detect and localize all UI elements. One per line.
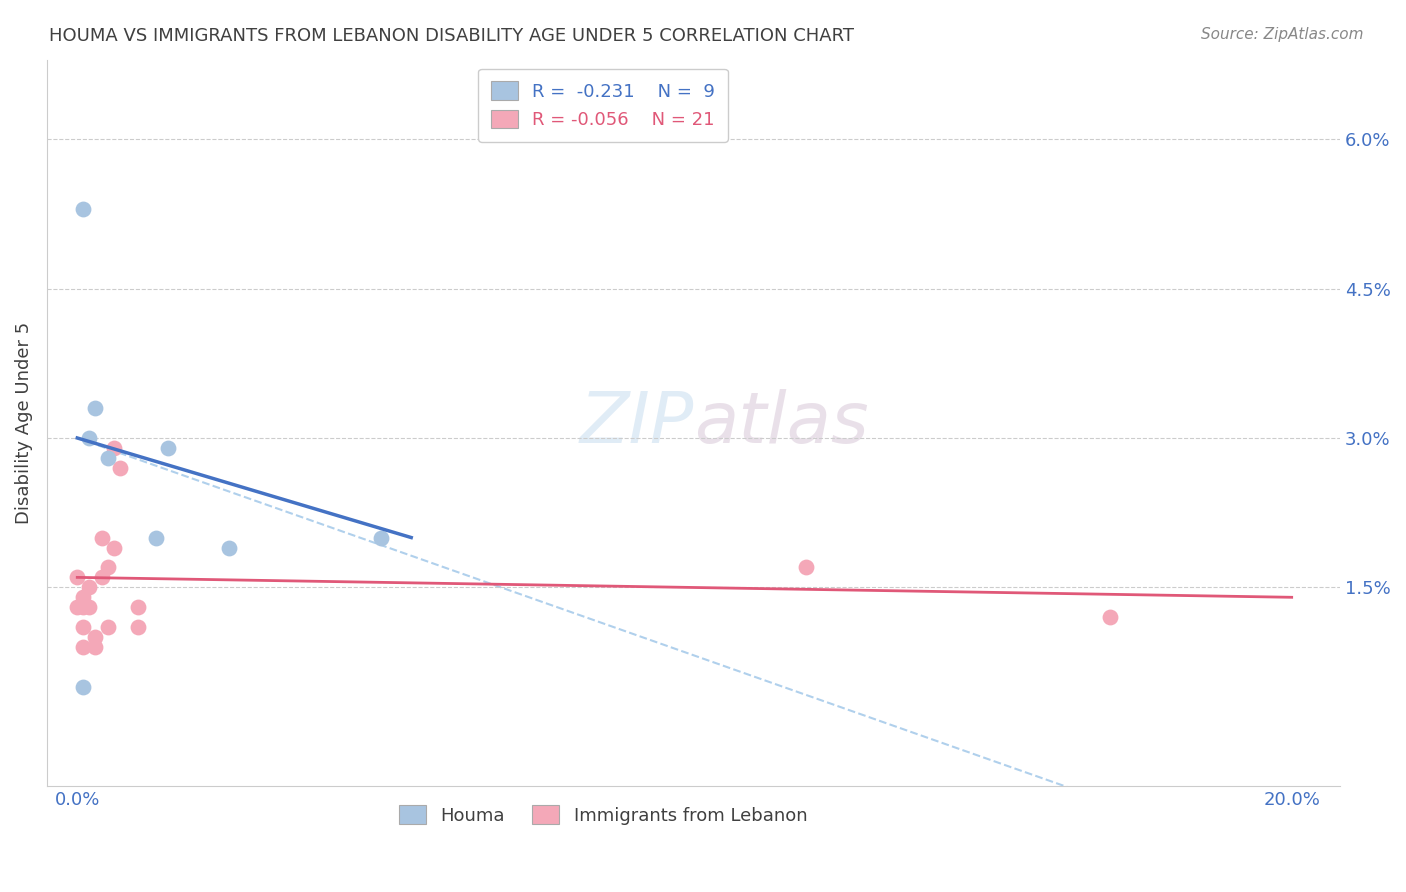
Point (370, 531, 392, 545)
Point (90, 570, 112, 584)
Point (97, 620, 120, 634)
Point (79, 431, 101, 445)
Point (97, 560, 120, 574)
Point (72, 680, 94, 694)
Point (72, 591, 94, 605)
Point (84, 401, 107, 416)
Point (127, 620, 149, 634)
Point (84, 630, 107, 644)
Point (84, 640, 107, 654)
Text: HOUMA VS IMMIGRANTS FROM LEBANON DISABILITY AGE UNDER 5 CORRELATION CHART: HOUMA VS IMMIGRANTS FROM LEBANON DISABIL… (49, 27, 855, 45)
Point (218, 541, 240, 555)
Legend: Houma, Immigrants from Lebanon: Houma, Immigrants from Lebanon (388, 795, 818, 836)
Point (72, 620, 94, 634)
Point (72, 640, 94, 654)
Text: Source: ZipAtlas.com: Source: ZipAtlas.com (1201, 27, 1364, 42)
Y-axis label: Disability Age Under 5: Disability Age Under 5 (15, 322, 32, 524)
Point (157, 441, 180, 455)
Point (66, 570, 89, 584)
Point (72, 600, 94, 615)
Point (72, 202, 94, 216)
Point (794, 560, 817, 574)
Point (103, 441, 125, 455)
Point (103, 541, 125, 555)
Point (90, 531, 112, 545)
Point (79, 600, 101, 615)
Point (127, 600, 149, 615)
Point (79, 580, 101, 594)
Text: ZIP: ZIP (579, 389, 693, 458)
Point (66, 600, 89, 615)
Point (108, 460, 131, 475)
Text: atlas: atlas (693, 389, 868, 458)
Point (97, 450, 120, 465)
Point (145, 531, 167, 545)
Point (1098, 610, 1121, 624)
